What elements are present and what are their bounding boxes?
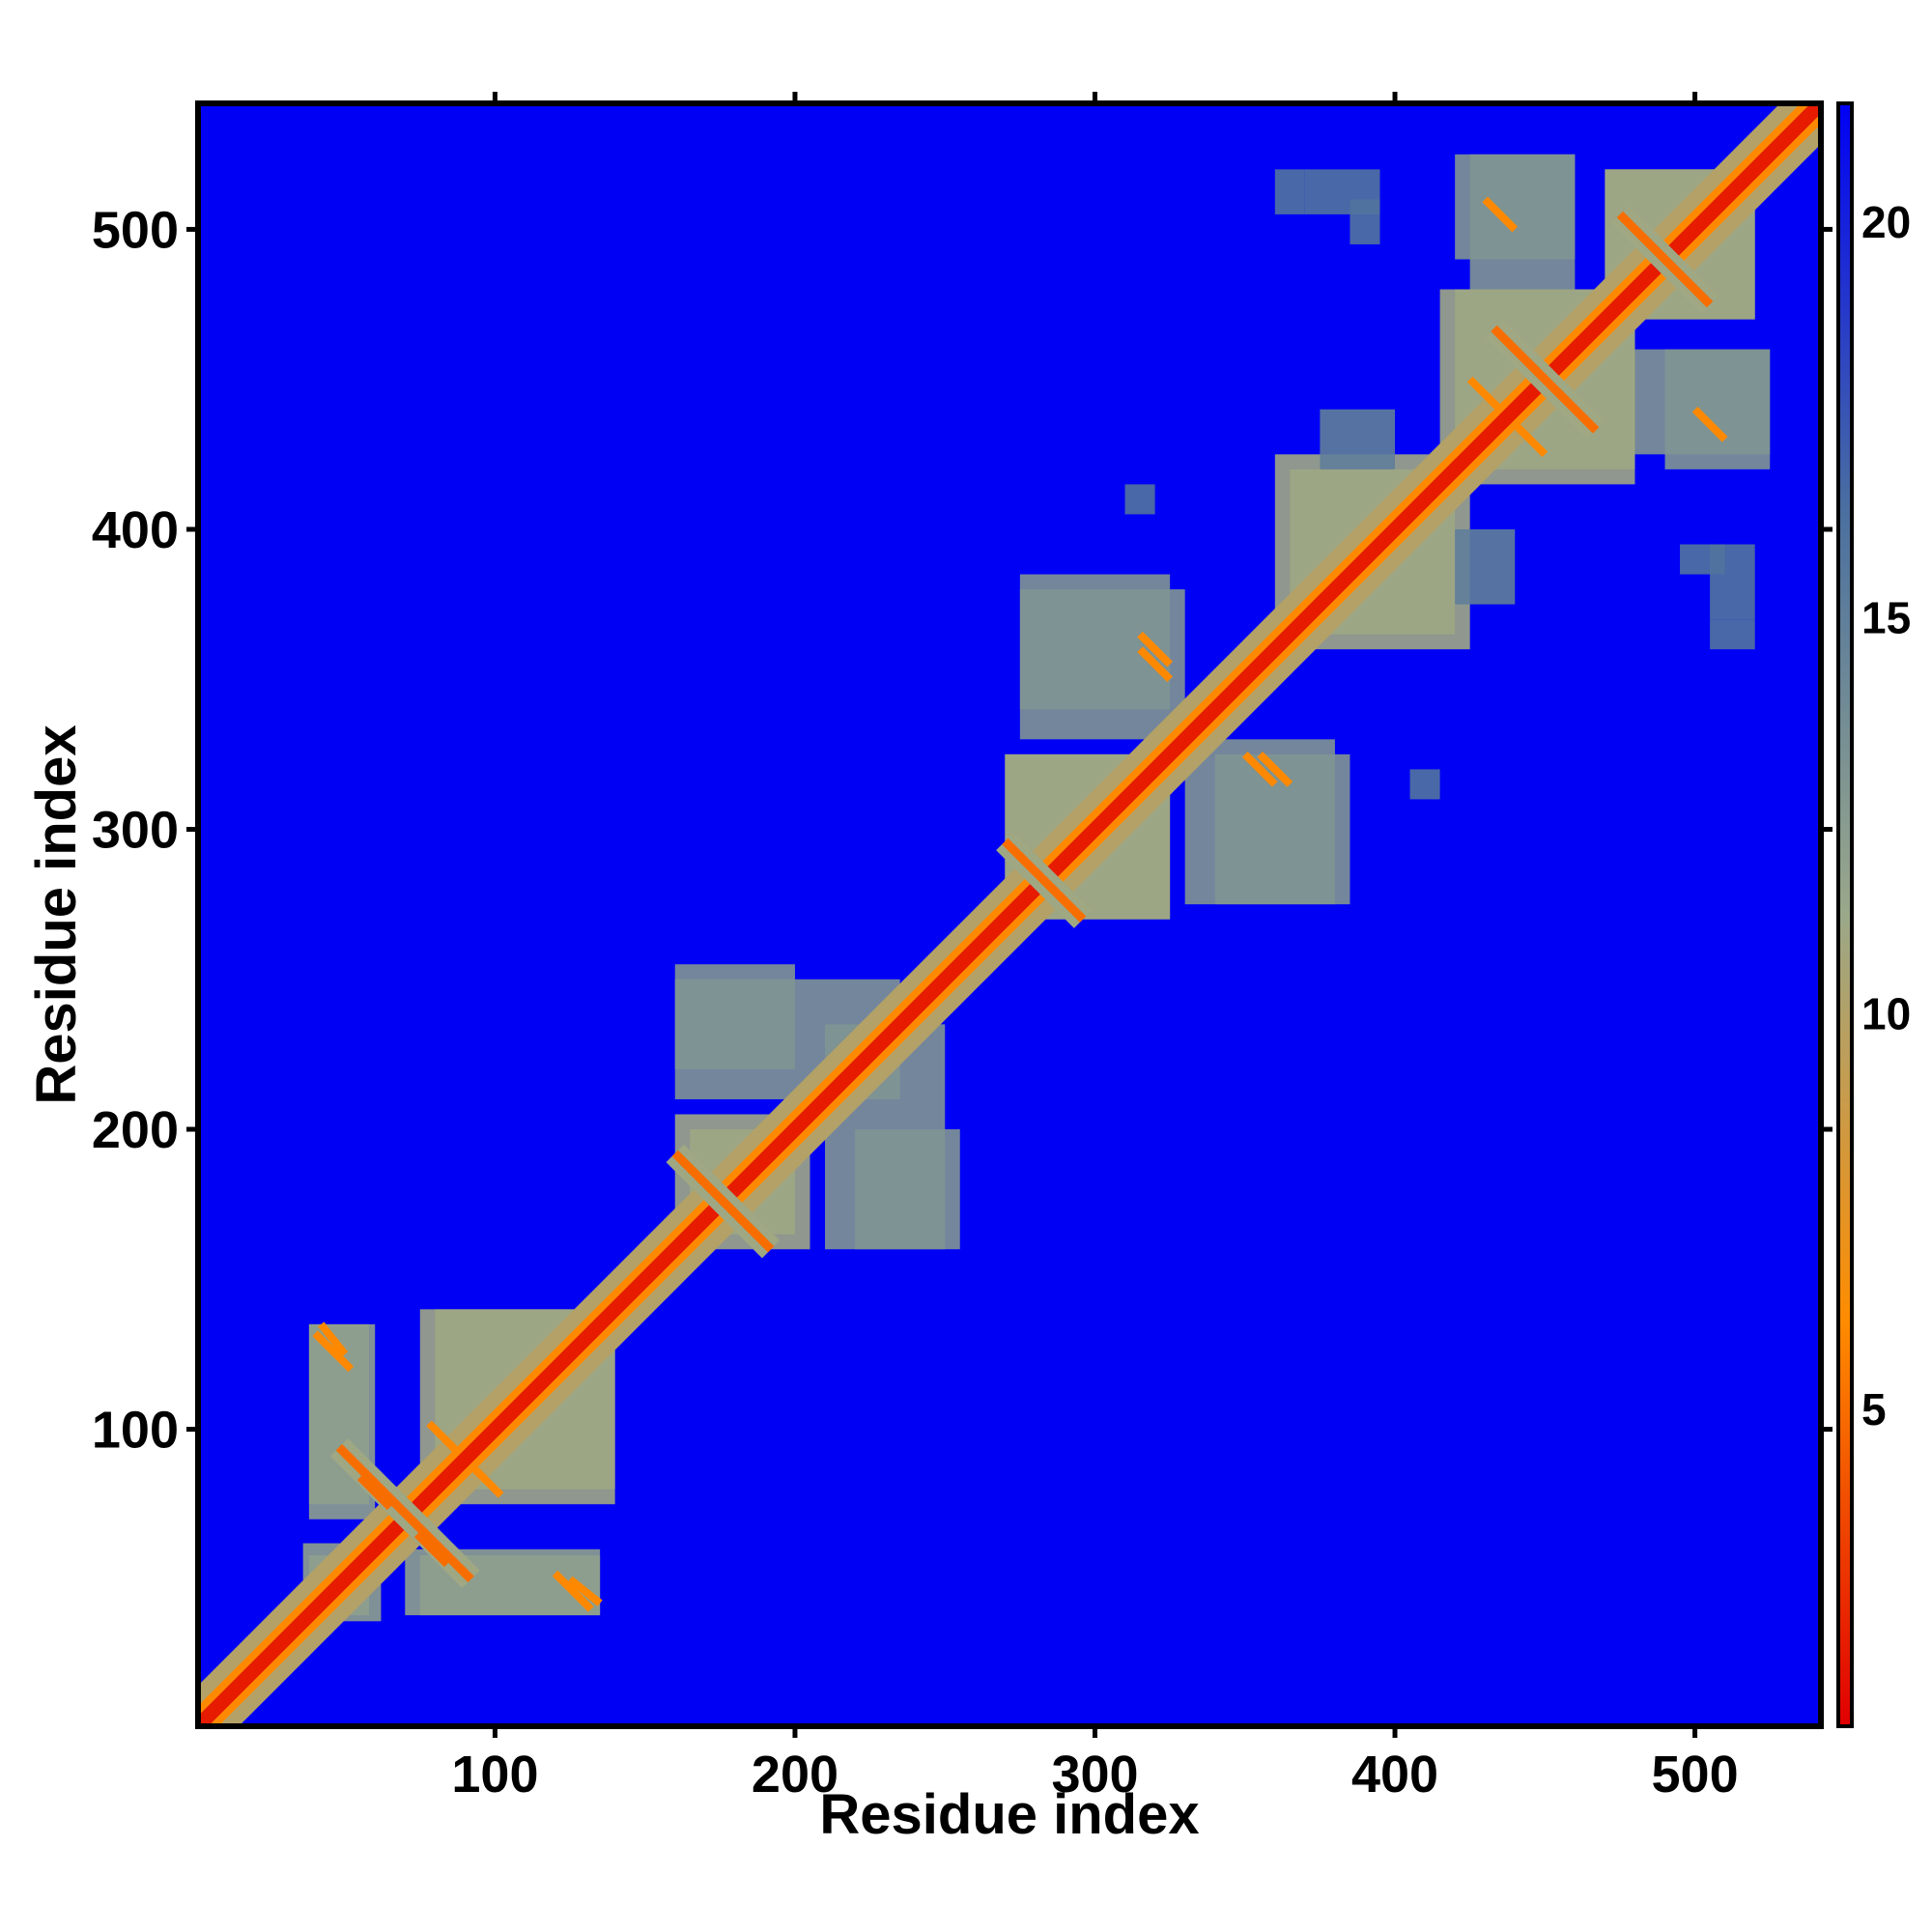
contact-line-5	[1241, 752, 1278, 787]
x-tick-label-200: 200	[752, 1746, 838, 1804]
x-axis-ticks: 100 200 300 400 500	[451, 92, 1739, 1804]
y-tick-label-100: 100	[92, 1402, 179, 1460]
contact-line-3-mirror	[312, 1330, 355, 1373]
contact-line-4-mirror	[1257, 752, 1293, 787]
contact-block-14	[1634, 349, 1771, 455]
contact-block-18	[1274, 169, 1305, 214]
cross-motif-0	[335, 1444, 474, 1583]
cross-motif-4	[1616, 211, 1714, 308]
x-tick-label-100: 100	[451, 1746, 538, 1804]
contact-line-0	[318, 1321, 349, 1357]
contact-block-15-mirror	[1320, 409, 1396, 469]
contact-line-0-mirror	[567, 1576, 603, 1606]
heatmap-cells	[198, 103, 1821, 1726]
heatmap-plot-area	[198, 103, 1821, 1726]
contact-block-14-mirror	[1469, 154, 1576, 290]
plot-frame	[195, 100, 1824, 1729]
y-tick-label-500: 500	[92, 201, 179, 259]
y-tick-label-200: 200	[92, 1101, 179, 1159]
y-axis-title: Residue index	[25, 724, 88, 1104]
contact-block-18-mirror	[1710, 619, 1755, 650]
contact-line-6	[1466, 376, 1503, 412]
colorbar-tick-label-20: 20	[1861, 197, 1911, 247]
cross-motif-2	[1002, 838, 1087, 923]
x-axis-title: Residue index	[819, 1783, 1199, 1846]
y-tick-label-400: 400	[92, 501, 179, 559]
cross-motif-3	[1491, 325, 1600, 434]
colorbar: 5 10 15 20	[1836, 101, 1911, 1728]
x-tick-label-500: 500	[1652, 1746, 1739, 1804]
x-tick-label-300: 300	[1051, 1746, 1138, 1804]
cross-motif-1	[671, 1150, 775, 1253]
contact-line-7-mirror	[1482, 196, 1519, 233]
contact-line-1	[356, 1474, 393, 1511]
contact-block-15	[1455, 528, 1516, 605]
y-tick-label-300: 300	[92, 801, 179, 859]
x-tick-label-400: 400	[1351, 1746, 1438, 1804]
contact-block-17-mirror	[1124, 484, 1155, 515]
contact-line-3	[552, 1570, 594, 1612]
contact-line-6-mirror	[1512, 421, 1548, 458]
contact-line-2-mirror	[468, 1463, 504, 1498]
colorbar-bar	[1836, 101, 1854, 1728]
contact-line-7	[1691, 406, 1728, 442]
y-axis-ticks: 100 200 300 400 500	[92, 201, 1833, 1460]
contact-line-5-mirror	[1137, 646, 1173, 683]
contact-line-1-mirror	[413, 1531, 450, 1568]
contact-line-2	[426, 1420, 462, 1457]
contact-block-19-mirror	[1680, 544, 1725, 575]
contact-block-17	[1409, 769, 1440, 800]
colorbar-tick-label-10: 10	[1861, 988, 1911, 1038]
contact-line-4	[1137, 631, 1173, 668]
colorbar-tick-label-15: 15	[1861, 593, 1911, 643]
contact-block-19	[1350, 199, 1380, 244]
colorbar-tick-label-5: 5	[1861, 1384, 1887, 1435]
